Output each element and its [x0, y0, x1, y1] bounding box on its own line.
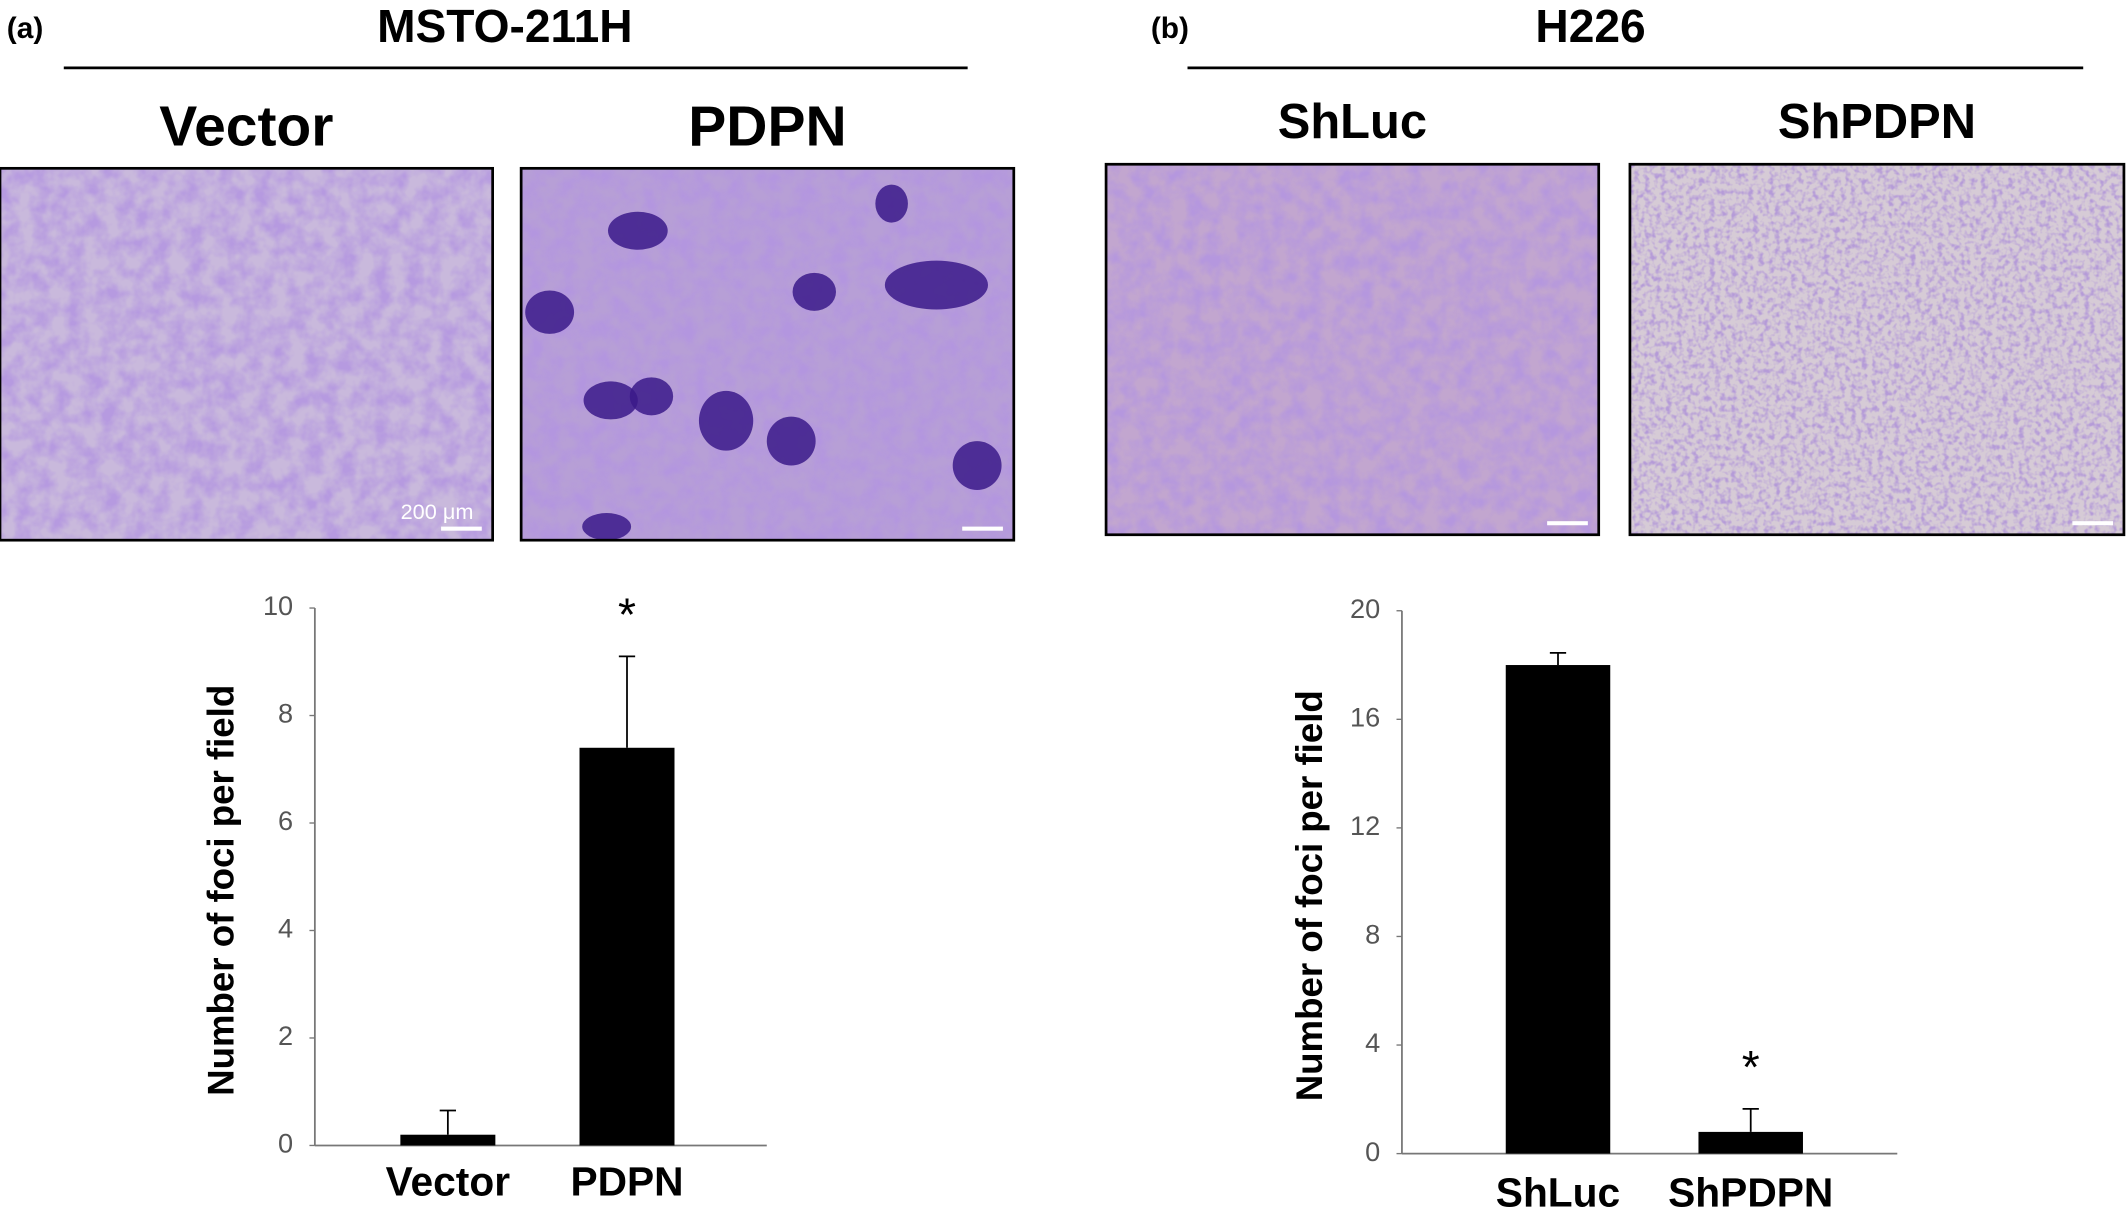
- image-label: PDPN: [688, 94, 846, 158]
- scale-bar: [1547, 521, 1588, 526]
- focus: [582, 513, 632, 541]
- focus: [583, 381, 638, 420]
- focus: [792, 272, 836, 311]
- focus: [884, 260, 988, 310]
- micrograph: [0, 166, 494, 542]
- focus: [525, 290, 575, 334]
- y-tick-label: 2: [278, 1020, 293, 1051]
- focus: [629, 377, 674, 416]
- scale-bar: [441, 526, 482, 531]
- image-label: Vector: [159, 94, 333, 158]
- bar: [1698, 1131, 1803, 1154]
- y-tick-label: 0: [1365, 1136, 1380, 1167]
- focus: [952, 441, 1002, 490]
- scale-bar-label: 200 μm: [401, 499, 474, 524]
- y-tick-label: 0: [278, 1128, 293, 1159]
- x-tick-label: PDPN: [570, 1159, 683, 1205]
- y-tick-label: 12: [1350, 810, 1380, 841]
- significance-marker: *: [1742, 1041, 1760, 1093]
- y-tick-label: 4: [278, 913, 293, 944]
- micrograph-frame: [0, 166, 494, 542]
- panel-label: (b): [1151, 12, 1189, 45]
- micrograph-texture: [521, 168, 1014, 541]
- significance-marker: *: [618, 589, 636, 641]
- y-tick-label: 20: [1350, 593, 1380, 624]
- micrograph-texture: [0, 168, 493, 541]
- x-tick-label: ShPDPN: [1668, 1169, 1833, 1215]
- micrograph-frame: [1628, 162, 2126, 537]
- error-bar: [1549, 651, 1567, 666]
- x-tick-label: Vector: [386, 1159, 511, 1205]
- panel-title: MSTO-211H: [377, 0, 633, 52]
- panel-title: H226: [1535, 0, 1645, 52]
- bar: [400, 1134, 496, 1146]
- y-tick-label: 4: [1365, 1027, 1380, 1058]
- image-label: ShPDPN: [1778, 95, 1976, 149]
- y-axis-label: Number of foci per field: [1289, 690, 1330, 1101]
- error-bar: [439, 1109, 456, 1135]
- y-tick-label: 16: [1350, 701, 1380, 732]
- scale-bar: [962, 526, 1003, 531]
- focus: [698, 390, 754, 451]
- error-bar: [618, 655, 636, 748]
- image-label: ShLuc: [1278, 95, 1427, 149]
- micrograph-texture: [1106, 164, 1599, 535]
- focus: [875, 184, 908, 223]
- y-tick-label: 8: [1365, 919, 1380, 950]
- bar: [579, 747, 675, 1146]
- micrograph: [1104, 162, 1601, 537]
- y-axis-label: Number of foci per field: [201, 685, 242, 1096]
- y-tick-label: 10: [263, 590, 293, 621]
- x-tick-label: ShLuc: [1496, 1169, 1620, 1215]
- focus: [608, 211, 668, 250]
- scale-bar: [2072, 521, 2114, 526]
- micrograph: [1628, 162, 2126, 537]
- focus: [766, 416, 816, 466]
- panel-label: (a): [7, 12, 43, 45]
- error-bar: [1742, 1107, 1759, 1132]
- micrograph-frame: [1104, 162, 1601, 537]
- y-tick-label: 6: [278, 805, 293, 836]
- y-tick-label: 8: [278, 698, 293, 729]
- bar: [1505, 665, 1611, 1154]
- micrograph: [519, 166, 1016, 542]
- micrograph-frame: [519, 166, 1016, 542]
- micrograph-texture: [1629, 164, 2124, 535]
